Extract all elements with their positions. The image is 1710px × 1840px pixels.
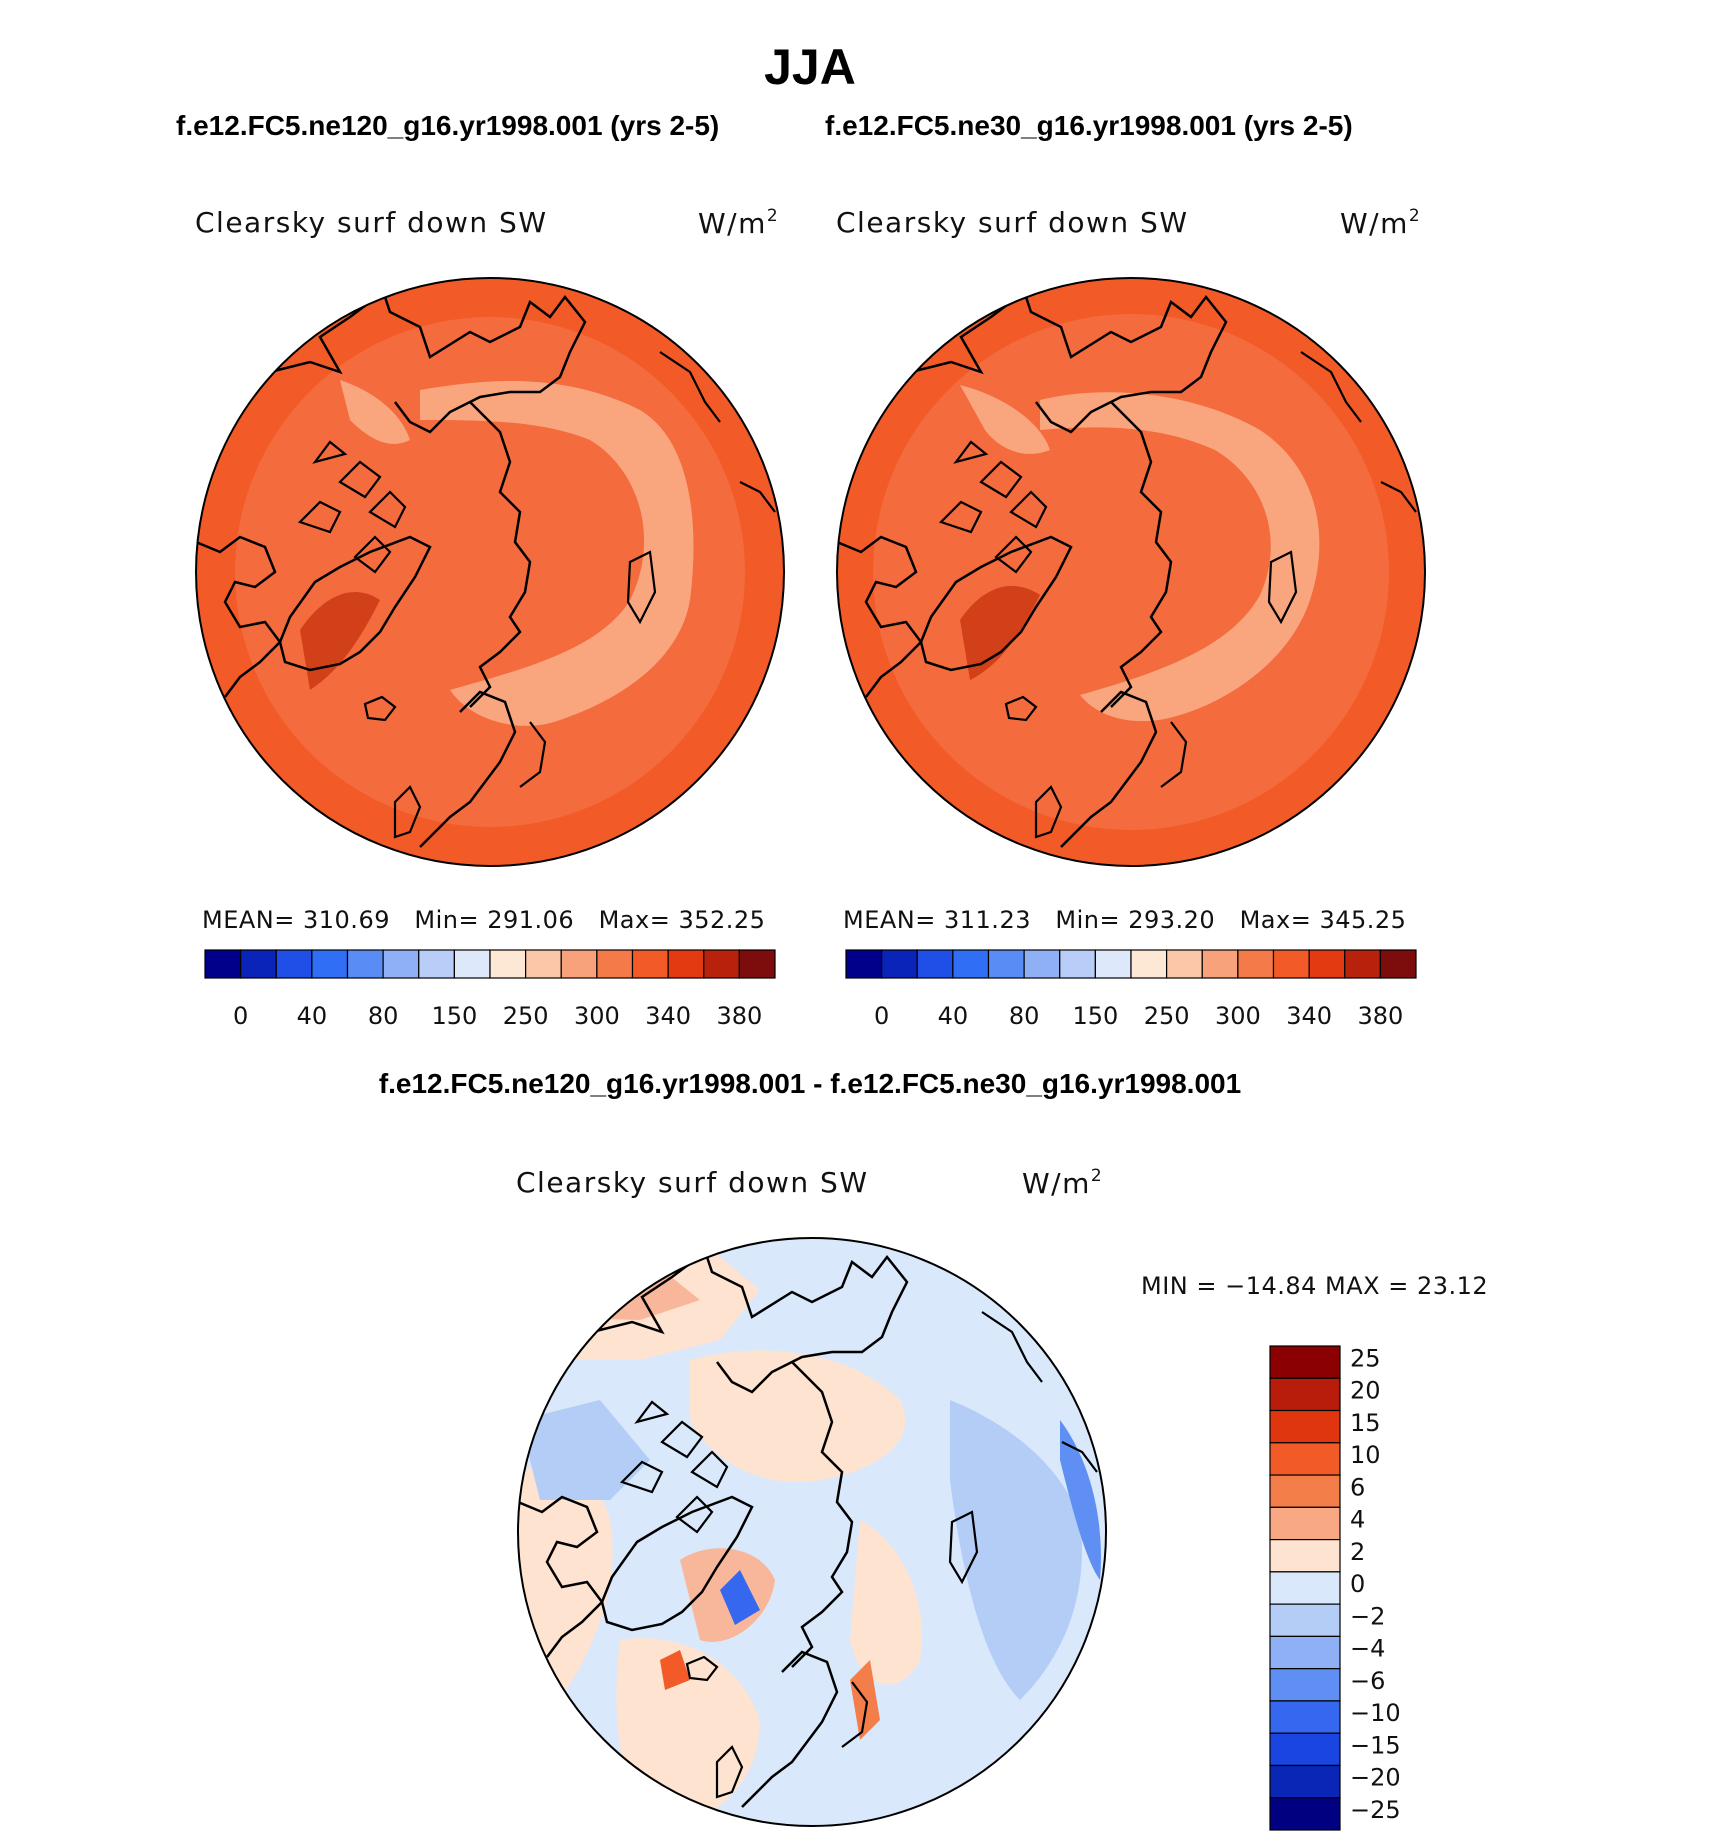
colorbar-tick-label: 6: [1350, 1473, 1365, 1501]
colorbar-tick-label: −6: [1350, 1667, 1385, 1695]
colorbar-tick-label: 380: [1357, 1002, 1403, 1030]
colorbar-swatch: [1269, 1635, 1341, 1670]
colorbar-tick-label: 300: [1215, 1002, 1261, 1030]
colorbar-swatch: [1166, 949, 1203, 979]
colorbar-right: 0 40 80 150 250 300 340 380: [845, 949, 1417, 1030]
colorbar-swatch: [1308, 949, 1346, 979]
colorbar-swatch: [1269, 1409, 1341, 1444]
colorbar-swatch: [1269, 1538, 1341, 1573]
colorbar-swatch: [204, 949, 242, 979]
difference-title: f.e12.FC5.ne120_g16.yr1998.001 - f.e12.F…: [378, 1068, 1242, 1099]
colorbar-swatch: [275, 949, 313, 979]
colorbar-swatch: [1379, 949, 1417, 979]
colorbar-tick-label: −10: [1350, 1699, 1401, 1727]
colorbar-swatch: [703, 949, 740, 979]
colorbar-tick-label: 80: [1009, 1002, 1040, 1030]
map-right: [836, 277, 1426, 867]
colorbar-swatch: [1023, 949, 1061, 979]
map-left: [195, 277, 785, 867]
colorbar-tick-label: 0: [874, 1002, 889, 1030]
colorbar-swatch: [346, 949, 384, 979]
variable-label-diff: Clearsky surf down SW: [516, 1166, 869, 1199]
colorbar-swatch: [1344, 949, 1381, 979]
colorbar-tick-label: 80: [368, 1002, 399, 1030]
colorbar-swatch: [1130, 949, 1168, 979]
stats-right: MEAN= 311.23 Min= 293.20 Max= 345.25: [843, 906, 1407, 934]
colorbar-swatch: [1237, 949, 1275, 979]
colorbar-swatch: [1269, 1732, 1341, 1767]
colorbar-swatch: [1094, 949, 1132, 979]
colorbar-tick-label: 380: [716, 1002, 762, 1030]
colorbar-swatch: [1269, 1797, 1341, 1831]
colorbar-swatch: [560, 949, 598, 979]
colorbar-swatch: [1272, 949, 1310, 979]
colorbar-tick-label: −2: [1350, 1602, 1385, 1630]
diff-min-max: MIN = −14.84 MAX = 23.12: [1141, 1272, 1489, 1300]
colorbar-tick-label: 340: [1286, 1002, 1332, 1030]
colorbar-swatch: [382, 949, 420, 979]
colorbar-swatch: [916, 949, 954, 979]
colorbar-tick-label: 340: [645, 1002, 691, 1030]
colorbar-tick-label: 25: [1350, 1344, 1381, 1372]
colorbar-swatch: [952, 949, 990, 979]
colorbar-swatch: [596, 949, 634, 979]
colorbar-tick-label: 150: [431, 1002, 477, 1030]
units-label-diff: W/m2: [1022, 1166, 1104, 1200]
colorbar-swatch: [1269, 1668, 1341, 1702]
colorbar-swatch: [1269, 1377, 1341, 1412]
colorbar-swatch: [1201, 949, 1239, 979]
colorbar-tick-label: 15: [1350, 1409, 1381, 1437]
colorbar-swatch: [1059, 949, 1096, 979]
colorbar-swatch: [453, 949, 491, 979]
stats-left: MEAN= 310.69 Min= 291.06 Max= 352.25: [202, 906, 766, 934]
colorbar-swatch: [738, 949, 776, 979]
colorbar-swatch: [311, 949, 349, 979]
colorbar-swatch: [1269, 1442, 1341, 1476]
season-title: JJA: [764, 39, 856, 95]
case-title-left: f.e12.FC5.ne120_g16.yr1998.001 (yrs 2-5): [176, 110, 720, 141]
colorbar-swatch: [881, 949, 918, 979]
colorbar-tick-label: 10: [1350, 1441, 1381, 1469]
colorbar-swatch: [1269, 1764, 1341, 1799]
colorbar-tick-label: −20: [1350, 1764, 1401, 1792]
colorbar-tick-label: 250: [1144, 1002, 1190, 1030]
colorbar-swatch: [1269, 1700, 1341, 1734]
colorbar-tick-label: 0: [233, 1002, 248, 1030]
colorbar-swatch: [1269, 1345, 1341, 1379]
colorbar-swatch: [667, 949, 705, 979]
colorbar-tick-label: 40: [938, 1002, 969, 1030]
colorbar-swatch: [987, 949, 1025, 979]
variable-label-right: Clearsky surf down SW: [836, 206, 1189, 239]
colorbar-swatch: [1269, 1506, 1341, 1541]
colorbar-tick-label: 250: [503, 1002, 549, 1030]
colorbar-swatch: [845, 949, 883, 979]
colorbar-tick-label: 4: [1350, 1506, 1365, 1534]
map-difference: [517, 1237, 1107, 1827]
colorbar-tick-label: −25: [1350, 1796, 1401, 1824]
colorbar-swatch: [489, 949, 527, 979]
colorbar-tick-label: −4: [1350, 1635, 1385, 1663]
colorbar-swatch: [418, 949, 455, 979]
colorbar-tick-label: 40: [297, 1002, 328, 1030]
case-title-right: f.e12.FC5.ne30_g16.yr1998.001 (yrs 2-5): [825, 110, 1353, 141]
units-label-right: W/m2: [1340, 206, 1422, 240]
units-label-left: W/m2: [698, 206, 780, 240]
colorbar-tick-label: −15: [1350, 1731, 1401, 1759]
colorbar-swatch: [1269, 1474, 1341, 1508]
colorbar-swatch: [525, 949, 562, 979]
colorbar-swatch: [240, 949, 277, 979]
colorbar-swatch: [1269, 1603, 1341, 1637]
colorbar-tick-label: 2: [1350, 1538, 1365, 1566]
colorbar-tick-label: 0: [1350, 1570, 1365, 1598]
colorbar-tick-label: 20: [1350, 1377, 1381, 1405]
colorbar-swatch: [631, 949, 669, 979]
variable-label-left: Clearsky surf down SW: [195, 206, 548, 239]
colorbar-tick-label: 300: [574, 1002, 620, 1030]
colorbar-swatch: [1269, 1571, 1341, 1605]
colorbar-tick-label: 150: [1072, 1002, 1118, 1030]
colorbar-left: 0 40 80 150 250 300 340 380: [204, 949, 776, 1030]
